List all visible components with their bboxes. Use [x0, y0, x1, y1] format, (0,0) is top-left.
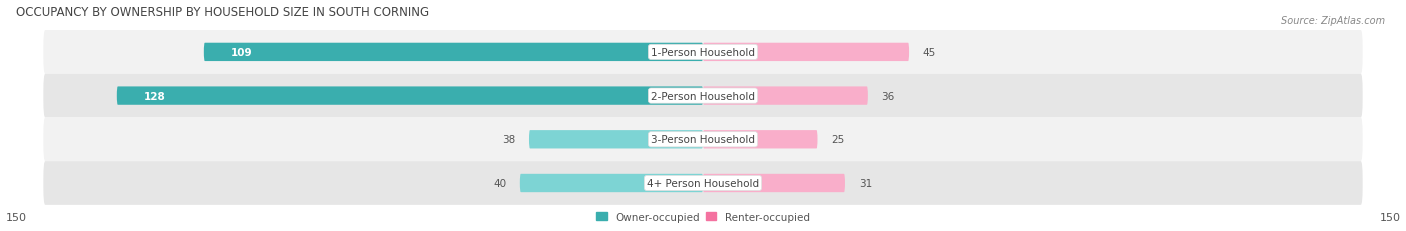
FancyBboxPatch shape	[703, 174, 845, 192]
Text: Source: ZipAtlas.com: Source: ZipAtlas.com	[1281, 16, 1385, 26]
Legend: Owner-occupied, Renter-occupied: Owner-occupied, Renter-occupied	[592, 208, 814, 226]
FancyBboxPatch shape	[44, 161, 1362, 205]
FancyBboxPatch shape	[44, 74, 1362, 118]
Text: 1-Person Household: 1-Person Household	[651, 48, 755, 58]
FancyBboxPatch shape	[703, 87, 868, 105]
Text: 2-Person Household: 2-Person Household	[651, 91, 755, 101]
FancyBboxPatch shape	[703, 43, 910, 62]
Text: 31: 31	[859, 178, 872, 188]
Text: 4+ Person Household: 4+ Person Household	[647, 178, 759, 188]
Text: 38: 38	[502, 135, 515, 145]
FancyBboxPatch shape	[117, 87, 703, 105]
Text: 3-Person Household: 3-Person Household	[651, 135, 755, 145]
FancyBboxPatch shape	[44, 31, 1362, 74]
Text: 128: 128	[145, 91, 166, 101]
FancyBboxPatch shape	[703, 131, 817, 149]
Text: 25: 25	[831, 135, 845, 145]
FancyBboxPatch shape	[204, 43, 703, 62]
Text: OCCUPANCY BY OWNERSHIP BY HOUSEHOLD SIZE IN SOUTH CORNING: OCCUPANCY BY OWNERSHIP BY HOUSEHOLD SIZE…	[15, 6, 429, 18]
FancyBboxPatch shape	[44, 118, 1362, 161]
FancyBboxPatch shape	[529, 131, 703, 149]
Text: 40: 40	[494, 178, 506, 188]
Text: 36: 36	[882, 91, 894, 101]
Text: 109: 109	[232, 48, 253, 58]
Text: 45: 45	[922, 48, 936, 58]
FancyBboxPatch shape	[520, 174, 703, 192]
